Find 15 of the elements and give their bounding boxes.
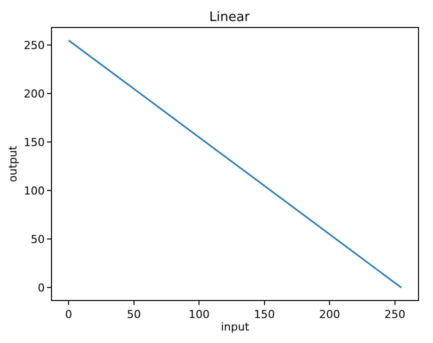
y-axis-title: output bbox=[6, 145, 20, 182]
y-tick-label: 100 bbox=[24, 184, 45, 198]
y-tick-label: 0 bbox=[38, 281, 45, 294]
x-axis-title: input bbox=[220, 320, 250, 334]
x-tick-label: 150 bbox=[254, 308, 275, 322]
chart-title: Linear bbox=[209, 10, 250, 26]
y-tick-label: 250 bbox=[24, 39, 45, 52]
x-tick-label: 100 bbox=[188, 308, 210, 322]
y-tick-label: 200 bbox=[24, 88, 45, 101]
y-tick-label: 50 bbox=[30, 233, 45, 246]
x-tick-label: 200 bbox=[319, 308, 340, 322]
y-tick-label: 150 bbox=[24, 136, 45, 150]
x-tick-label: 50 bbox=[126, 308, 141, 322]
x-tick-label: 250 bbox=[384, 308, 406, 322]
x-tick-label: 0 bbox=[65, 308, 72, 322]
